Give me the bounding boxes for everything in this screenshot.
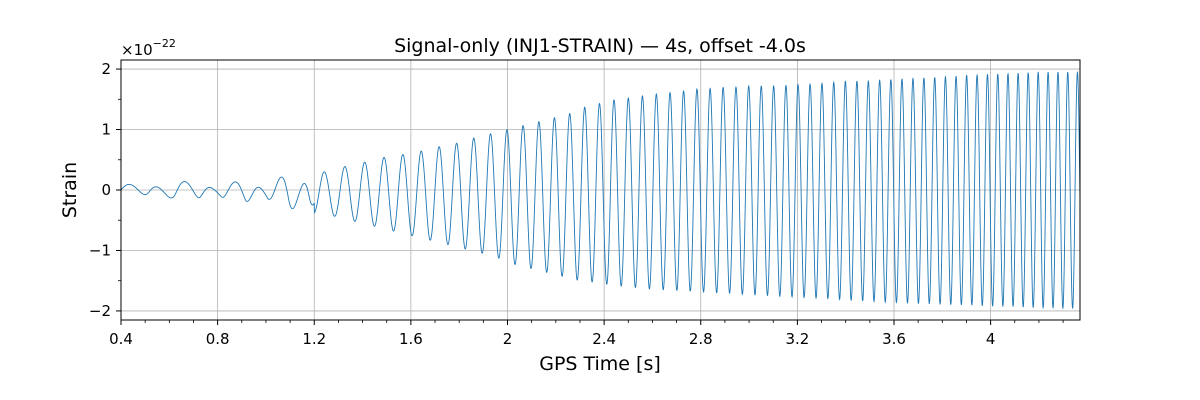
x-tick-label: 1.6	[399, 330, 423, 348]
offset-text: ×10−22	[121, 37, 176, 59]
x-tick-label: 0.8	[206, 330, 230, 348]
offset-exponent: −22	[153, 37, 176, 50]
chart-title: Signal-only (INJ1-STRAIN) — 4s, offset -…	[394, 35, 806, 57]
x-tick-label: 2.8	[689, 330, 713, 348]
x-tick-label: 1.2	[302, 330, 326, 348]
x-tick-label: 2.4	[592, 330, 616, 348]
y-tick-label: −2	[89, 302, 111, 320]
x-tick-label: 3.6	[882, 330, 906, 348]
y-axis-label: Strain	[59, 162, 81, 218]
x-tick-label: 0.4	[109, 330, 133, 348]
x-tick-label: 2	[503, 330, 513, 348]
y-tick-label: 0	[101, 181, 111, 199]
x-axis-label: GPS Time [s]	[539, 353, 661, 375]
x-tick-label: 4	[986, 330, 996, 348]
offset-base: ×10	[121, 41, 153, 59]
tick-group: 0.4 0.8 1.2 1.6 2 2.4 2.8 3.2 3.6 4 −2 −1 0 1 2	[89, 60, 1064, 348]
y-tick-label: 1	[101, 121, 111, 139]
y-tick-label: −1	[89, 241, 111, 259]
series-group	[120, 70, 1081, 310]
y-tick-label: 2	[101, 60, 111, 78]
x-tick-label: 3.2	[785, 330, 809, 348]
strain-series-line	[120, 70, 1081, 310]
